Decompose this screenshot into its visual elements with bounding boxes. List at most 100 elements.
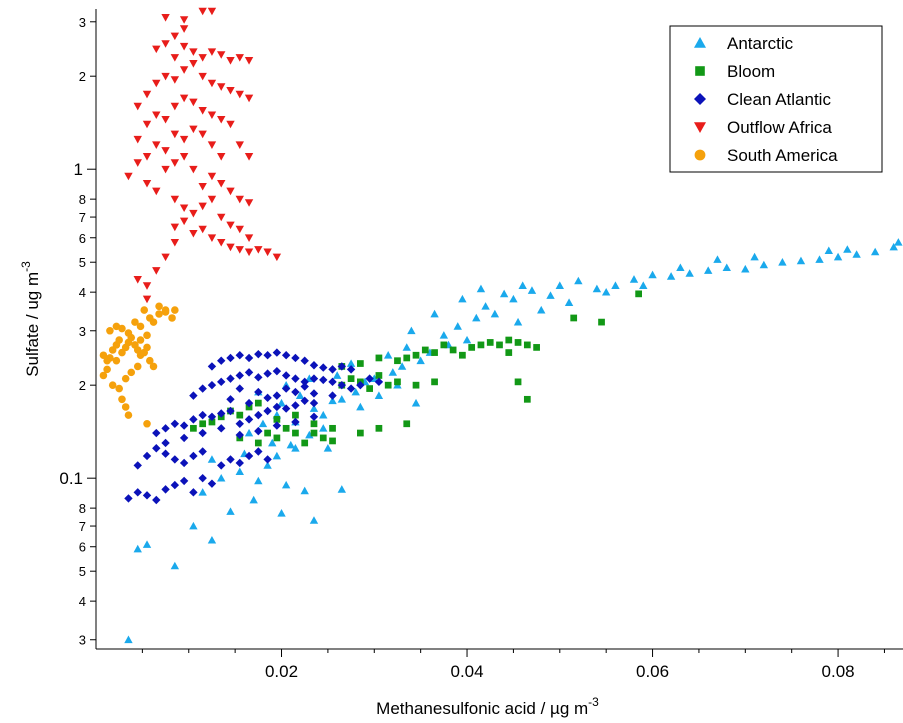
data-point: [244, 428, 254, 437]
data-point: [170, 102, 180, 111]
data-point: [124, 411, 133, 419]
data-point: [217, 179, 226, 188]
data-point: [207, 380, 217, 390]
data-point: [235, 430, 244, 440]
data-point: [189, 488, 198, 497]
data-point: [179, 135, 189, 144]
data-point: [889, 242, 898, 251]
data-point: [505, 349, 513, 356]
data-point: [226, 507, 235, 515]
legend-marker: [694, 37, 706, 48]
data-point: [574, 276, 583, 285]
data-point: [486, 339, 494, 346]
data-point: [852, 250, 861, 258]
data-point: [254, 476, 263, 485]
y-minor-tick-label: 7: [79, 210, 86, 225]
data-point: [598, 318, 605, 326]
data-point: [207, 412, 217, 422]
data-point: [300, 356, 309, 365]
data-point: [189, 98, 198, 107]
data-point: [254, 349, 263, 359]
data-point: [170, 223, 180, 232]
y-major-tick-label: 0.1: [59, 469, 83, 488]
data-point: [170, 195, 180, 204]
data-point: [490, 309, 500, 318]
data-point: [328, 365, 337, 374]
data-point: [383, 351, 393, 359]
data-point: [254, 439, 262, 447]
data-point: [198, 410, 207, 420]
data-point: [453, 322, 462, 330]
data-point: [244, 368, 254, 377]
data-point: [121, 403, 130, 411]
y-minor-tick-label: 5: [79, 564, 86, 579]
data-point: [198, 488, 207, 496]
data-point: [514, 378, 522, 386]
y-minor-tick-label: 8: [79, 192, 86, 207]
data-point: [459, 351, 466, 359]
data-point: [282, 424, 290, 432]
data-point: [449, 346, 457, 354]
data-point: [263, 393, 272, 403]
data-point: [281, 384, 291, 393]
data-point: [217, 409, 226, 418]
data-point: [346, 359, 356, 367]
data-point: [319, 363, 328, 372]
data-point: [207, 455, 217, 463]
data-point: [142, 179, 152, 188]
data-point: [292, 411, 299, 419]
legend-label: Antarctic: [727, 34, 794, 53]
data-point: [170, 419, 180, 428]
data-point: [217, 83, 226, 91]
data-point: [263, 461, 272, 469]
data-point: [301, 439, 309, 447]
data-point: [152, 444, 161, 453]
data-point: [217, 153, 226, 161]
data-point: [189, 125, 198, 134]
data-point: [295, 391, 305, 399]
data-point: [142, 153, 152, 161]
data-point: [416, 356, 425, 365]
data-point: [291, 417, 300, 427]
data-point: [527, 286, 537, 294]
data-point: [648, 270, 657, 279]
data-point: [666, 272, 676, 280]
y-minor-tick-label: 3: [79, 633, 86, 648]
y-minor-tick-label: 6: [79, 231, 86, 246]
data-point: [281, 404, 291, 413]
data-point: [142, 451, 152, 461]
data-point: [235, 225, 244, 234]
data-point: [244, 451, 254, 461]
data-point: [374, 377, 384, 387]
y-axis-label-exponent: -3: [19, 261, 33, 272]
data-point: [394, 357, 401, 365]
data-point: [629, 275, 639, 283]
data-point: [244, 94, 254, 103]
data-point: [124, 494, 133, 503]
data-point: [346, 365, 356, 374]
data-point: [161, 253, 170, 262]
data-point: [198, 107, 207, 115]
data-point: [411, 398, 421, 407]
data-point: [235, 351, 244, 360]
data-point: [198, 384, 207, 393]
y-axis-label-text: Sulfate / ug m: [23, 272, 42, 377]
data-point: [179, 204, 189, 213]
data-point: [750, 252, 759, 261]
data-point: [244, 398, 254, 408]
data-point: [198, 183, 207, 191]
data-point: [99, 371, 108, 380]
data-point: [592, 284, 602, 293]
data-point: [189, 451, 198, 461]
data-point: [189, 165, 198, 174]
data-point: [309, 374, 319, 383]
data-point: [244, 353, 254, 363]
data-point: [254, 373, 263, 382]
data-point: [152, 111, 161, 120]
data-point: [161, 72, 170, 81]
data-point: [570, 314, 578, 322]
data-point: [476, 284, 486, 293]
data-point: [152, 267, 161, 275]
data-point: [179, 94, 189, 103]
